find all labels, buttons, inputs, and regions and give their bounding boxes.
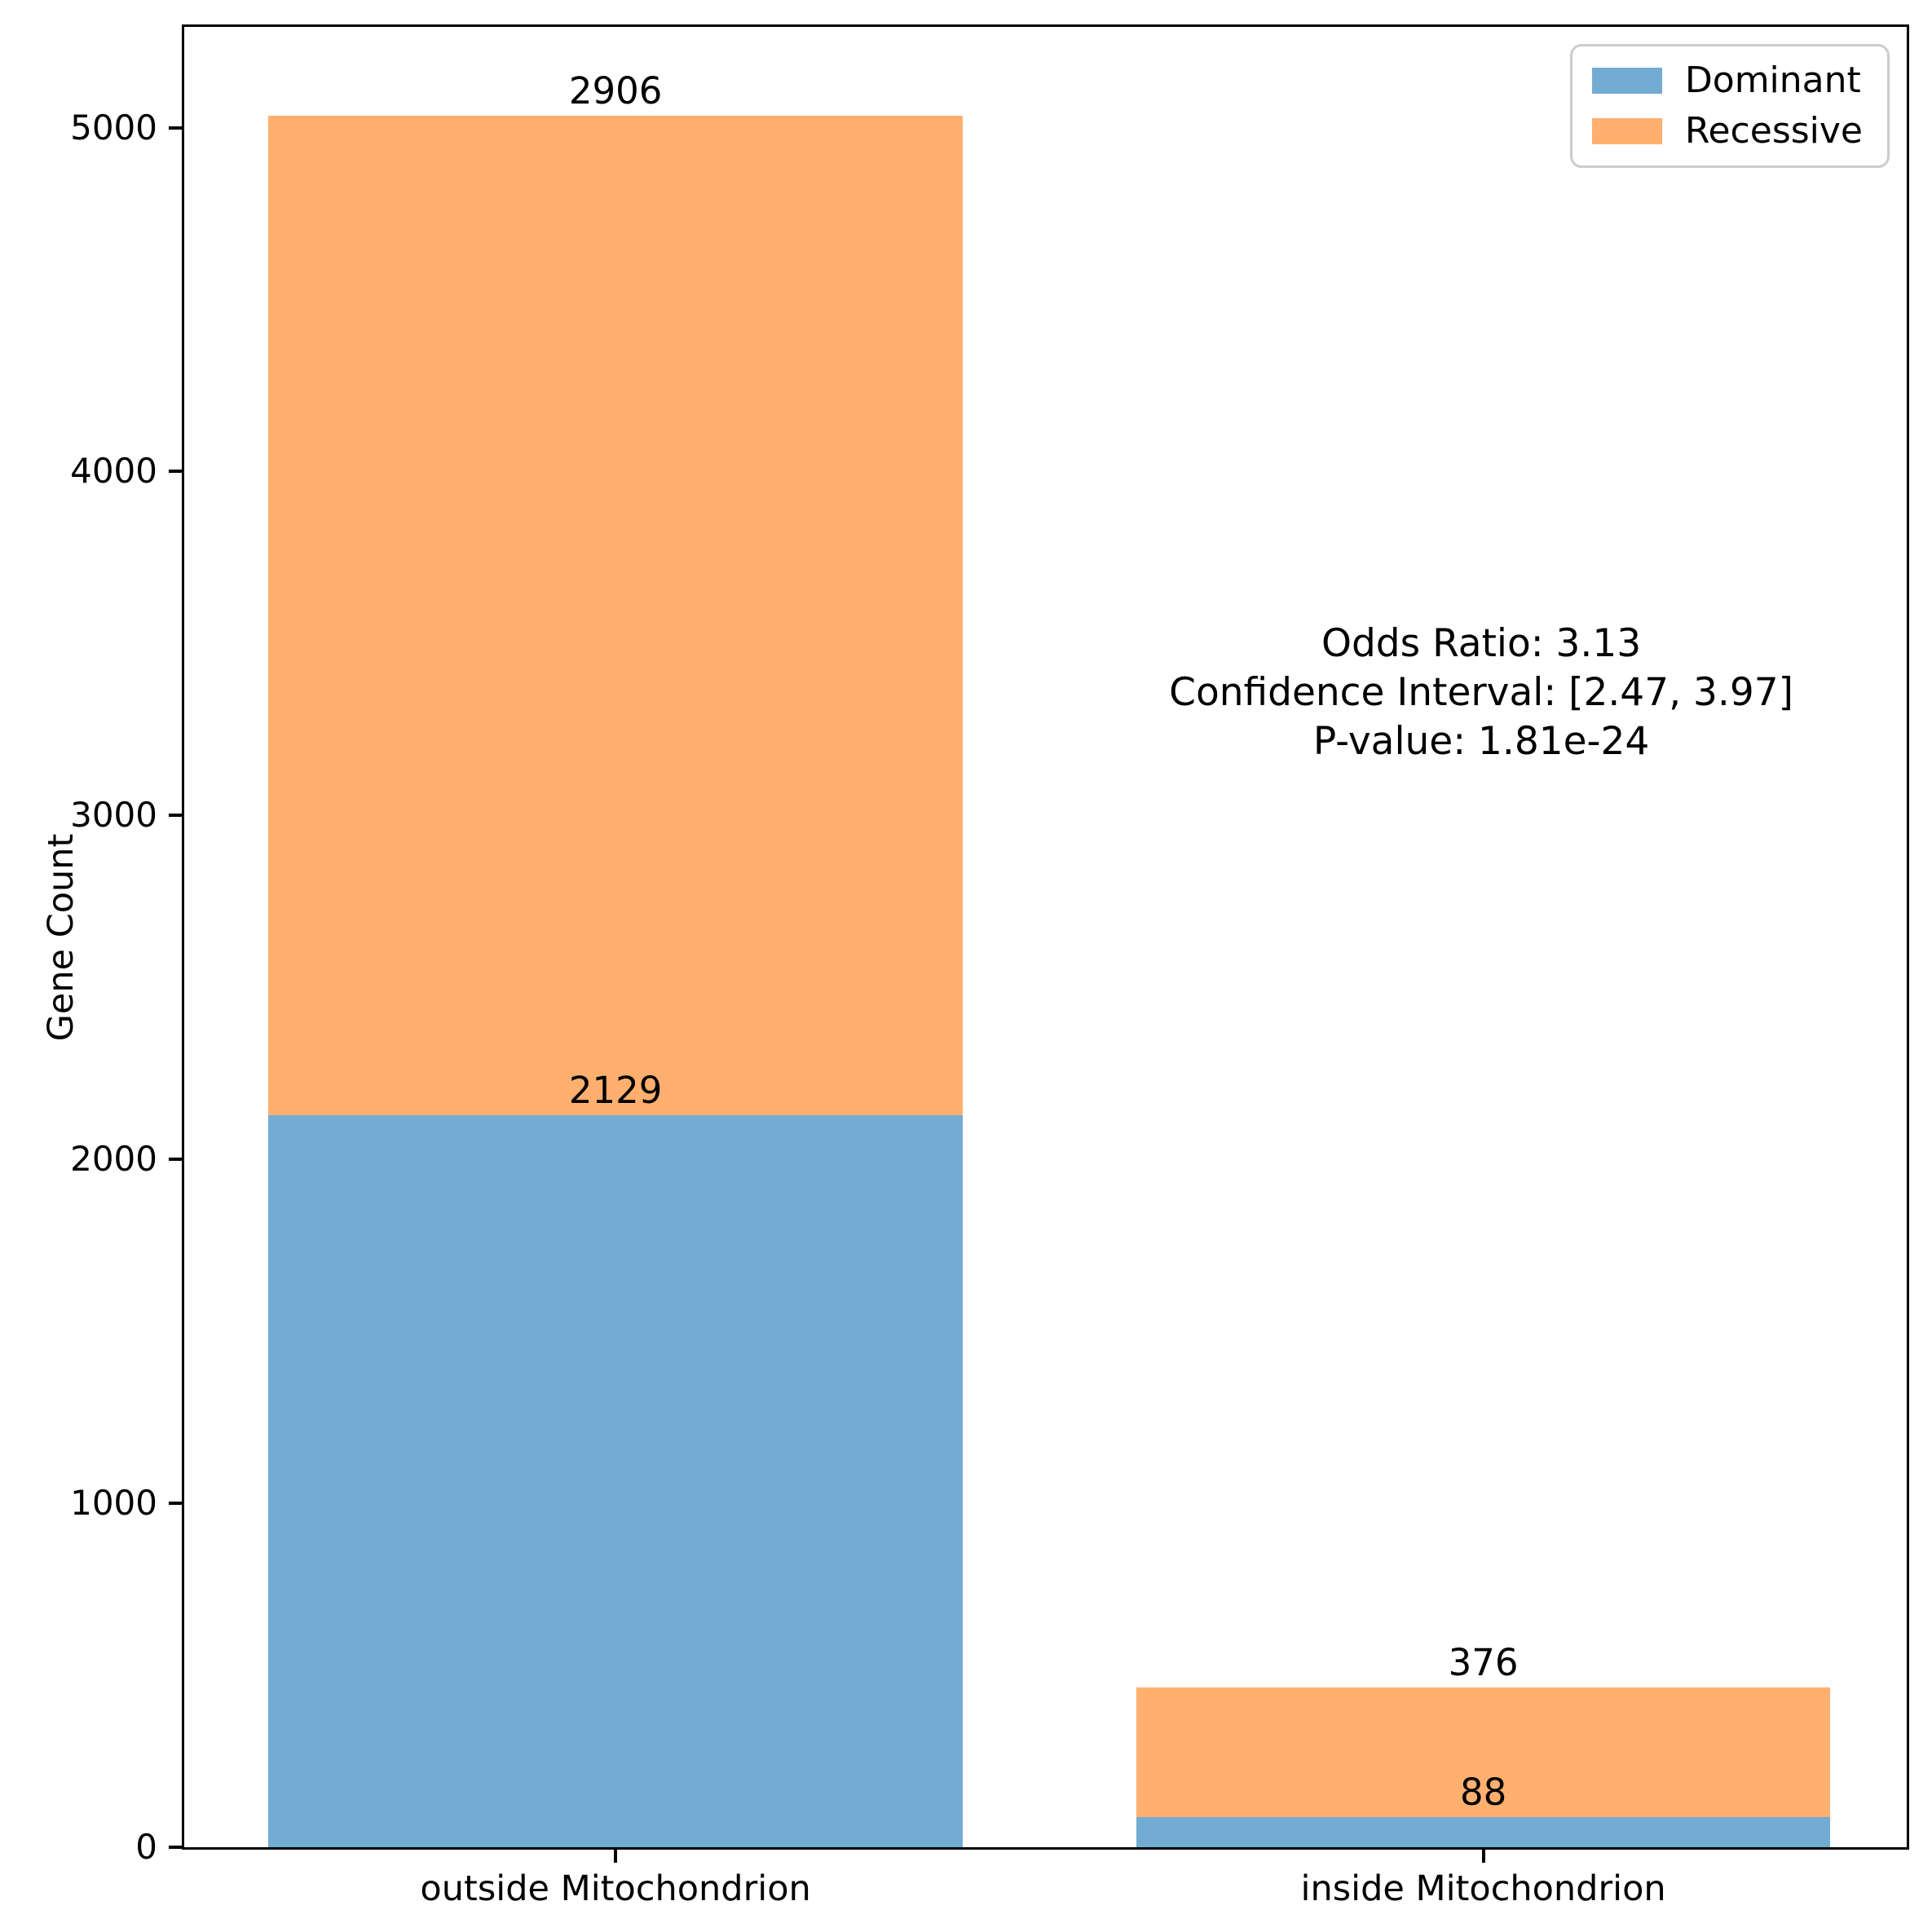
x-tick-label-outside-mitochondrion: outside Mitochondrion — [420, 1868, 811, 1909]
value-label-recessive-1: 376 — [1448, 1641, 1519, 1685]
x-tick-label-inside-mitochondrion: inside Mitochondrion — [1300, 1868, 1666, 1909]
y-tick-mark-4000 — [169, 470, 182, 474]
legend-label-recessive: Recessive — [1684, 110, 1863, 152]
p-value-text: P-value: 1.81e-24 — [1312, 719, 1650, 764]
legend-item-dominant: Dominant — [1591, 60, 1863, 101]
y-tick-mark-5000 — [169, 126, 182, 130]
stats-annotation: Odds Ratio: 3.13 Confidence Interval: [2… — [1169, 620, 1793, 766]
y-tick-mark-1000 — [169, 1502, 182, 1506]
x-tick-mark-0 — [614, 1850, 618, 1863]
bar-segment-dominant-1 — [1136, 1816, 1831, 1847]
y-tick-label-1000: 1000 — [70, 1483, 157, 1524]
odds-ratio-text: Odds Ratio: 3.13 — [1321, 621, 1642, 666]
confidence-interval-text: Confidence Interval: [2.47, 3.97] — [1169, 670, 1793, 715]
legend-label-dominant: Dominant — [1684, 60, 1861, 101]
bar-segment-recessive-0 — [268, 115, 963, 1115]
value-label-dominant-0: 2129 — [568, 1068, 663, 1112]
dominant-color-swatch — [1591, 68, 1662, 94]
y-axis-title: Gene Count — [41, 833, 82, 1042]
y-tick-mark-2000 — [169, 1158, 182, 1162]
bar-segment-recessive-1 — [1136, 1687, 1831, 1817]
y-tick-label-5000: 5000 — [70, 107, 157, 148]
bar-segment-dominant-0 — [268, 1114, 963, 1847]
y-tick-mark-3000 — [169, 814, 182, 818]
legend: Dominant Recessive — [1569, 44, 1890, 168]
y-tick-label-2000: 2000 — [70, 1139, 157, 1180]
y-tick-mark-0 — [169, 1846, 182, 1849]
x-tick-mark-1 — [1481, 1850, 1485, 1863]
value-label-dominant-1: 88 — [1459, 1770, 1507, 1814]
plot-area: 0 1000 2000 3000 4000 5000 2129 2906 88 376 outs… — [70, 24, 1909, 1907]
y-tick-label-4000: 4000 — [70, 451, 157, 492]
legend-item-recessive: Recessive — [1591, 110, 1863, 152]
y-tick-label-3000: 3000 — [70, 795, 157, 836]
recessive-color-swatch — [1591, 118, 1662, 144]
y-tick-label-0: 0 — [135, 1827, 157, 1867]
value-label-recessive-0: 2906 — [568, 68, 663, 112]
